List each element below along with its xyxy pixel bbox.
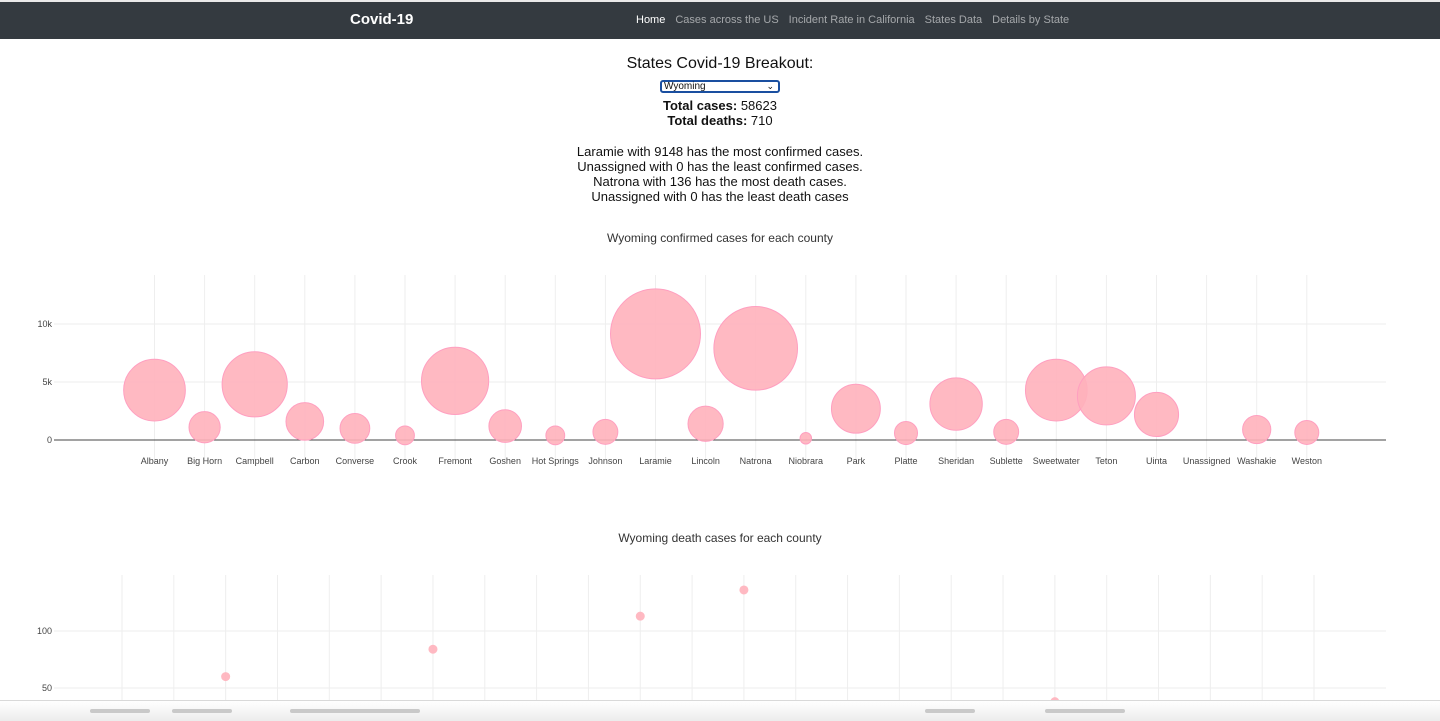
x-tick-label: Campbell (236, 456, 274, 466)
bubble-sheridan (930, 378, 982, 430)
page-title: States Covid-19 Breakout: (0, 55, 1440, 73)
total-deaths-label: Total deaths: (667, 113, 747, 128)
x-tick-label: Carbon (290, 456, 320, 466)
bubble-fremont (422, 347, 489, 414)
bubble-natrona (714, 307, 798, 391)
total-deaths-line: Total deaths: 710 (0, 113, 1440, 128)
x-tick-label: Teton (1095, 456, 1117, 466)
x-tick-label: Big Horn (187, 456, 222, 466)
bubble-park (831, 384, 880, 433)
bubble-niobrara (800, 432, 812, 444)
confirmed-chart-title: Wyoming confirmed cases for each county (0, 231, 1440, 245)
x-tick-label: Weston (1292, 456, 1322, 466)
x-tick-label: Laramie (639, 456, 672, 466)
bubble-lincoln (688, 406, 723, 441)
nav-links: Home Cases across the US Incident Rate i… (636, 14, 1069, 26)
total-deaths-value: 710 (751, 113, 773, 128)
x-tick-label: Hot Springs (532, 456, 580, 466)
x-tick-label: Natrona (740, 456, 772, 466)
bubble-big-horn (189, 412, 220, 443)
x-tick-label: Goshen (489, 456, 521, 466)
nav-states-data[interactable]: States Data (925, 14, 982, 26)
y-tick-label: 50 (42, 683, 52, 693)
x-tick-label: Fremont (438, 456, 472, 466)
confirmed-cases-chart[interactable]: 0 5k 10k Albany Big Horn Campbell Carbon Conver… (0, 260, 1440, 475)
navbar: Covid-19 Home Cases across the US Incide… (0, 2, 1440, 39)
total-cases-value: 58623 (741, 98, 777, 113)
nav-cases-across-us[interactable]: Cases across the US (675, 14, 778, 26)
bubble-crook (396, 426, 415, 445)
point-natrona (739, 585, 748, 594)
bubble-converse (340, 414, 370, 444)
bubble-goshen (489, 410, 522, 443)
deaths-grid (54, 575, 1386, 720)
deaths-chart-title: Wyoming death cases for each county (0, 531, 1440, 545)
total-cases-label: Total cases: (663, 98, 737, 113)
brand-link[interactable]: Covid-19 (350, 11, 413, 28)
bubble-hot-springs (546, 426, 565, 445)
nav-incident-rate-california[interactable]: Incident Rate in California (789, 14, 915, 26)
x-tick-label: Albany (141, 456, 169, 466)
point-campbell (221, 672, 230, 681)
x-tick-label: Crook (393, 456, 418, 466)
x-tick-label: Sheridan (938, 456, 974, 466)
death-cases-chart[interactable]: 50 100 (0, 570, 1440, 720)
x-tick-label: Johnson (588, 456, 622, 466)
x-tick-label: Unassigned (1183, 456, 1231, 466)
x-tick-label: Platte (894, 456, 917, 466)
bubble-teton (1077, 367, 1135, 425)
summary-least-deaths: Unassigned with 0 has the least death ca… (0, 189, 1440, 204)
nav-home[interactable]: Home (636, 14, 665, 26)
state-select[interactable]: Wyoming ⌄ (660, 80, 780, 93)
x-tick-label: Niobrara (789, 456, 824, 466)
state-select-value: Wyoming (664, 81, 706, 92)
point-fremont (428, 645, 437, 654)
x-tick-label: Converse (336, 456, 375, 466)
bubble-albany (124, 359, 186, 421)
y-tick-label: 10k (37, 319, 52, 329)
taskbar-overlay (0, 700, 1440, 721)
bubble-washakie (1243, 415, 1271, 443)
x-tick-label: Uinta (1146, 456, 1167, 466)
x-tick-label: Washakie (1237, 456, 1276, 466)
bubble-sublette (994, 419, 1019, 444)
summary-least-confirmed: Unassigned with 0 has the least confirme… (0, 159, 1440, 174)
bubble-laramie (611, 289, 701, 379)
y-tick-label: 5k (42, 377, 52, 387)
bubble-platte (894, 422, 917, 445)
x-tick-label: Lincoln (691, 456, 720, 466)
y-tick-label: 100 (37, 626, 52, 636)
x-tick-label: Sweetwater (1033, 456, 1080, 466)
x-tick-label: Park (847, 456, 866, 466)
y-tick-label: 0 (47, 435, 52, 445)
bubble-weston (1295, 420, 1319, 444)
chevron-down-icon: ⌄ (766, 81, 774, 91)
x-tick-label: Sublette (990, 456, 1023, 466)
point-laramie (636, 612, 645, 621)
summary-most-deaths: Natrona with 136 has the most death case… (0, 174, 1440, 189)
bubble-carbon (286, 403, 324, 441)
total-cases-line: Total cases: 58623 (0, 98, 1440, 113)
summary-most-confirmed: Laramie with 9148 has the most confirmed… (0, 144, 1440, 159)
bubble-johnson (593, 419, 618, 444)
nav-details-by-state[interactable]: Details by State (992, 14, 1069, 26)
bubble-campbell (222, 352, 287, 417)
bubble-uinta (1134, 392, 1178, 436)
